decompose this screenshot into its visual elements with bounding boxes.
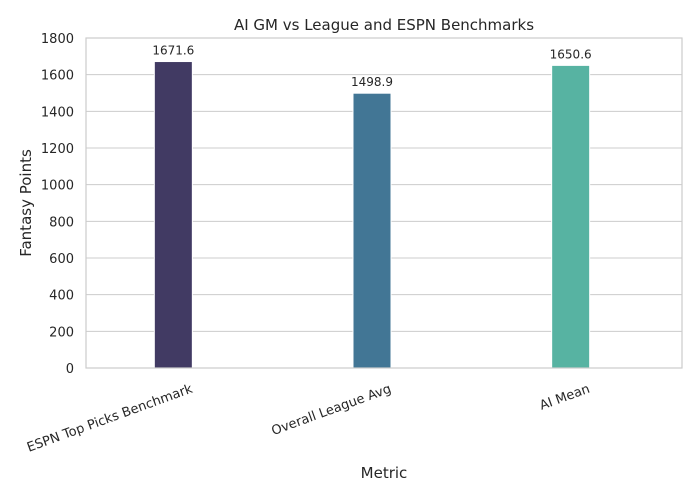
x-tick-label: AI Mean xyxy=(538,382,592,414)
chart-title: AI GM vs League and ESPN Benchmarks xyxy=(234,16,534,34)
y-tick-label: 600 xyxy=(49,252,74,267)
data-label: 1650.6 xyxy=(550,47,592,61)
bars xyxy=(153,61,591,369)
bar xyxy=(551,64,591,369)
y-tick-label: 1200 xyxy=(41,142,74,157)
x-axis-ticks: ESPN Top Picks Benchmark Overall League A… xyxy=(25,382,592,456)
plot-frame xyxy=(85,37,683,369)
bar xyxy=(352,92,392,369)
x-tick-label: Overall League Avg xyxy=(270,382,394,439)
plot-border xyxy=(85,37,683,369)
data-label: 1671.6 xyxy=(152,44,194,58)
y-tick-label: 1000 xyxy=(41,179,74,194)
y-tick-label: 1600 xyxy=(41,69,74,84)
data-labels: 1671.6 1498.9 1650.6 xyxy=(152,44,591,90)
y-axis-label: Fantasy Points xyxy=(17,149,35,257)
y-tick-label: 0 xyxy=(66,362,74,377)
x-tick-label: ESPN Top Picks Benchmark xyxy=(25,382,195,456)
y-tick-label: 1800 xyxy=(41,32,74,47)
y-tick-label: 200 xyxy=(49,325,74,340)
y-tick-label: 1400 xyxy=(41,105,74,120)
y-axis-ticks: 0 200 400 600 800 1000 1200 1400 1600 1800 xyxy=(41,32,74,377)
y-tick-label: 800 xyxy=(49,215,74,230)
data-label: 1498.9 xyxy=(351,75,393,89)
y-tick-label: 400 xyxy=(49,289,74,304)
bar xyxy=(153,61,193,369)
x-axis-label: Metric xyxy=(361,464,408,482)
